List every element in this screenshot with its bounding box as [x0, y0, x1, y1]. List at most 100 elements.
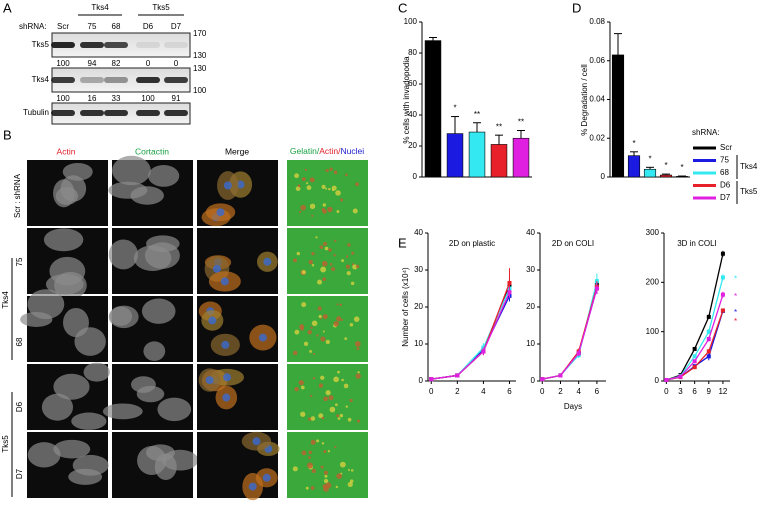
speck: [345, 405, 348, 408]
cell: [130, 376, 156, 393]
micrograph: [20, 289, 108, 362]
speck: [344, 337, 348, 341]
y-tick-label: 0.08: [589, 17, 605, 26]
cell: [143, 341, 166, 361]
bar: [611, 54, 625, 178]
cell: [112, 155, 151, 186]
speck: [323, 450, 327, 453]
cell: [60, 175, 87, 202]
point: [678, 374, 683, 379]
quantification: 100: [56, 59, 70, 68]
cell: [41, 393, 74, 421]
speck: [311, 320, 318, 327]
cell: [130, 186, 164, 205]
nucleus: [216, 208, 225, 217]
micrograph: [27, 432, 109, 498]
y-tick-label: 30: [414, 265, 423, 274]
bar: [468, 131, 486, 178]
cell: [72, 454, 109, 476]
speck: [294, 173, 300, 179]
row-label: D6: [15, 401, 24, 412]
speck: [325, 169, 329, 173]
speck: [312, 376, 316, 380]
speck: [323, 396, 328, 402]
quantification: 82: [112, 59, 121, 68]
speck: [321, 184, 326, 189]
speck: [321, 416, 325, 420]
speck: [318, 413, 324, 419]
speck: [306, 185, 312, 191]
point: [540, 377, 545, 382]
speck: [335, 190, 341, 196]
speck: [317, 279, 323, 285]
speck: [310, 326, 313, 329]
point: [706, 337, 711, 342]
image: [287, 228, 368, 294]
point: [706, 314, 711, 319]
speck: [323, 470, 329, 475]
point: [692, 354, 697, 359]
significance: *: [632, 139, 635, 148]
x-axis-label: Days: [564, 402, 582, 411]
speck: [309, 177, 315, 183]
mw-marker: 130: [193, 51, 207, 60]
micrograph: [197, 431, 280, 501]
cell: [141, 298, 176, 324]
panel-label: C: [398, 0, 407, 15]
speck: [333, 321, 339, 327]
speck: [316, 439, 320, 443]
speck: [311, 468, 316, 474]
series-line: [431, 288, 511, 380]
legend-label: D7: [720, 193, 731, 202]
stain-part: Gelatin/: [290, 146, 320, 156]
x-tick-label: 0: [429, 387, 434, 396]
speck: [301, 302, 307, 308]
group-label: Tks5: [1, 435, 10, 453]
speck: [328, 187, 331, 191]
stain-part: Actin/: [319, 146, 341, 156]
speck: [336, 303, 339, 306]
mw-marker: 100: [193, 86, 207, 95]
column-header: Cortactin: [135, 146, 169, 156]
speck: [345, 264, 351, 269]
quantification: 16: [88, 94, 97, 103]
speck: [309, 349, 313, 353]
speck: [317, 306, 322, 311]
lane-label: Scr: [57, 22, 69, 31]
legend-label: 68: [720, 168, 729, 177]
speck: [308, 450, 312, 455]
significance: *: [734, 292, 737, 301]
speck: [306, 182, 309, 185]
speck: [328, 248, 332, 252]
blot-band: [164, 110, 188, 116]
quantification: 100: [141, 94, 155, 103]
quantification: 94: [88, 59, 97, 68]
speck: [322, 330, 325, 333]
row-label: Scr : shRNA: [13, 173, 22, 218]
series-line: [542, 288, 598, 380]
cell: [20, 311, 53, 327]
nucleus: [223, 373, 232, 382]
speck: [296, 251, 301, 256]
speck: [300, 204, 306, 211]
speck: [339, 303, 343, 306]
speck: [347, 481, 353, 488]
chart-title: 2D on plastic: [449, 239, 495, 248]
point: [664, 378, 669, 383]
cell: [71, 412, 107, 430]
speck: [321, 260, 328, 267]
blot-band: [51, 42, 75, 48]
x-tick-label: 4: [481, 387, 486, 396]
y-tick-label: 40: [414, 228, 423, 237]
blot-band: [104, 42, 128, 48]
lane-label: 75: [88, 22, 97, 31]
speck: [355, 264, 360, 269]
row-label: 68: [15, 337, 24, 346]
significance: *: [453, 104, 456, 113]
y-tick-label: 300: [646, 228, 660, 237]
y-tick-label: 200: [646, 277, 660, 286]
speck: [310, 486, 315, 490]
speck: [308, 259, 313, 265]
speck: [333, 254, 336, 257]
speck: [325, 187, 328, 190]
